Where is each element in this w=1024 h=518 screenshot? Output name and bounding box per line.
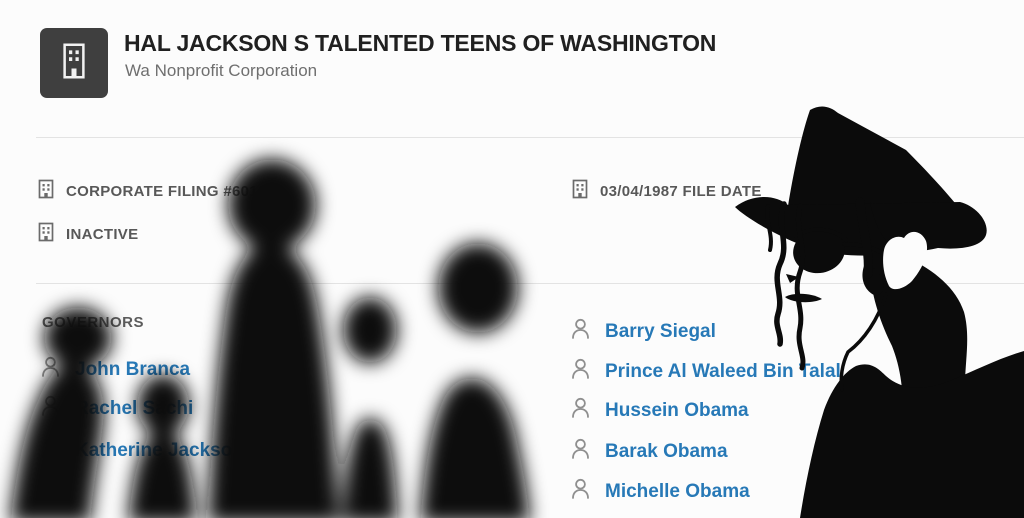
- building-icon: [59, 42, 89, 85]
- person-icon: [570, 438, 591, 465]
- filing-number-row: CORPORATE FILING #60101: [38, 179, 275, 204]
- divider-middle: [36, 283, 1024, 284]
- governor-row: Katherine Jackson: [40, 437, 244, 464]
- governor-row: Michelle Obama: [570, 478, 750, 505]
- person-icon: [40, 437, 61, 464]
- governor-link[interactable]: Katherine Jackson: [75, 439, 244, 461]
- governor-link[interactable]: Hussein Obama: [605, 399, 749, 421]
- governor-row: Prince Al Waleed Bin Talal: [570, 358, 841, 385]
- entity-icon-tile: [40, 28, 108, 98]
- person-icon: [570, 478, 591, 505]
- registry-building-icon: [572, 179, 588, 204]
- registry-building-icon: [38, 179, 54, 204]
- michael-jackson-silhouette: [735, 106, 1024, 518]
- person-icon: [570, 397, 591, 424]
- governor-link[interactable]: Barak Obama: [605, 440, 728, 462]
- page-title: HAL JACKSON S TALENTED TEENS OF WASHINGT…: [124, 30, 717, 56]
- status-row: INACTIVE: [38, 222, 138, 247]
- divider-top: [36, 137, 1024, 138]
- governor-link[interactable]: Barry Siegal: [605, 320, 716, 342]
- governor-link[interactable]: John Branca: [75, 358, 191, 380]
- governor-link[interactable]: Michelle Obama: [605, 480, 750, 502]
- governor-link[interactable]: Prince Al Waleed Bin Talal: [605, 360, 841, 382]
- person-icon: [40, 395, 61, 422]
- governor-row: Barry Siegal: [570, 318, 716, 345]
- status-badge: INACTIVE: [66, 226, 139, 243]
- file-date-row: 03/04/1987 FILE DATE: [572, 179, 762, 204]
- file-date-text: 03/04/1987 FILE DATE: [600, 183, 762, 200]
- filing-number-text: CORPORATE FILING #60101: [66, 183, 276, 200]
- registry-building-icon: [38, 222, 54, 247]
- governor-row: Rachel Sachi: [40, 395, 193, 422]
- person-icon: [570, 358, 591, 385]
- governor-link[interactable]: Rachel Sachi: [75, 397, 194, 419]
- person-icon: [570, 318, 591, 345]
- governor-row: Barak Obama: [570, 438, 728, 465]
- page-subtitle: Wa Nonprofit Corporation: [125, 61, 318, 80]
- governors-section-label: GOVERNORS: [42, 314, 145, 331]
- governor-row: Hussein Obama: [570, 397, 749, 424]
- person-icon: [40, 356, 61, 383]
- governor-row: John Branca: [40, 356, 190, 383]
